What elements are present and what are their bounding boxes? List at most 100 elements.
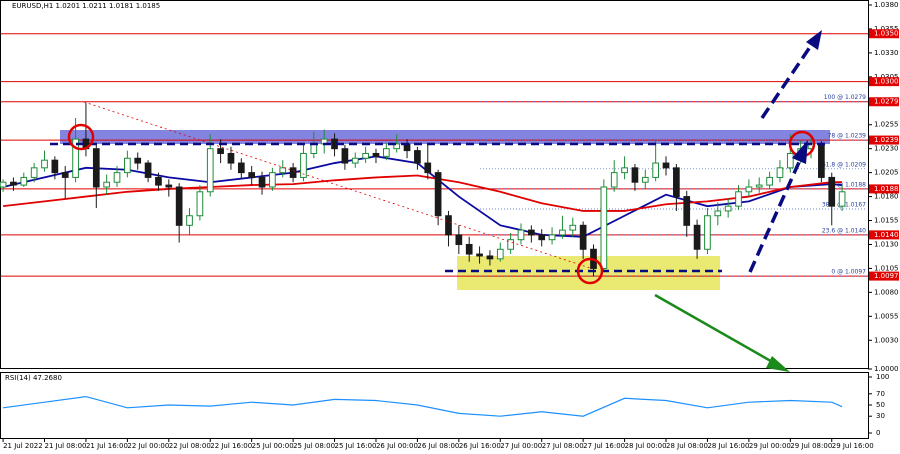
candle-body bbox=[828, 176, 836, 207]
arrow-up bbox=[760, 43, 814, 119]
y-tick-label: 1.0305 bbox=[874, 73, 899, 81]
candle-body bbox=[673, 167, 680, 198]
candle-body bbox=[424, 162, 432, 174]
candle-body bbox=[683, 196, 691, 226]
fib-label: 100 @ 1.0279 bbox=[824, 94, 866, 101]
x-tick-label: 26 Jul 08:00 bbox=[417, 442, 459, 450]
candle-body bbox=[465, 243, 473, 255]
candle-body bbox=[486, 255, 494, 260]
arrow-down bbox=[654, 293, 777, 366]
x-tick-label: 28 Jul 00:00 bbox=[625, 442, 667, 450]
candle-body bbox=[175, 186, 183, 226]
y-tick-label: 1.0230 bbox=[874, 145, 899, 153]
highlight-circle bbox=[67, 123, 95, 151]
candle-body bbox=[434, 172, 442, 217]
candle-body bbox=[134, 157, 142, 164]
x-tick-label: 25 Jul 00:00 bbox=[252, 442, 294, 450]
candle-body bbox=[838, 191, 846, 207]
x-tick-label: 25 Jul 08:00 bbox=[293, 442, 335, 450]
candle-body bbox=[227, 152, 235, 164]
rsi-tick-label: 100 bbox=[876, 373, 889, 381]
candle-body bbox=[393, 143, 401, 150]
x-tick-label: 22 Jul 00:00 bbox=[127, 442, 169, 450]
candle-body bbox=[362, 152, 369, 159]
candle-body bbox=[735, 191, 742, 207]
candle-body bbox=[206, 148, 214, 193]
candle-body bbox=[217, 148, 224, 154]
level-label: 1.0140 bbox=[874, 231, 899, 239]
candle-body bbox=[382, 148, 390, 157]
arrow-head bbox=[806, 30, 822, 50]
x-tick-label: 21 Jul 2022 bbox=[3, 442, 43, 450]
candle-body bbox=[610, 172, 618, 188]
candle-body bbox=[155, 176, 162, 186]
level-label-box bbox=[869, 29, 899, 39]
x-tick-label: 27 Jul 16:00 bbox=[583, 442, 625, 450]
candle-body bbox=[528, 229, 535, 236]
candle-body bbox=[414, 150, 421, 164]
candle-body bbox=[786, 152, 794, 169]
x-tick-label: 29 Jul 00:00 bbox=[749, 442, 791, 450]
candle-body bbox=[704, 215, 711, 250]
candle-body bbox=[10, 181, 17, 186]
candle-body bbox=[41, 159, 48, 169]
y-tick-label: 1.0080 bbox=[874, 288, 899, 296]
candle-body bbox=[186, 215, 193, 226]
candle-body bbox=[662, 162, 670, 169]
x-tick-label: 21 Jul 08:00 bbox=[45, 442, 87, 450]
level-label-box bbox=[869, 135, 899, 145]
x-tick-label: 28 Jul 16:00 bbox=[707, 442, 749, 450]
price-pane bbox=[0, 0, 869, 369]
y-tick-label: 1.0155 bbox=[874, 217, 899, 225]
candle-body bbox=[165, 184, 173, 188]
candle-body bbox=[351, 157, 359, 164]
fib-label: 0 @ 1.0097 bbox=[831, 269, 866, 276]
x-tick-label: 26 Jul 16:00 bbox=[459, 442, 501, 450]
x-tick-label: 27 Jul 00:00 bbox=[500, 442, 542, 450]
x-tick-label: 29 Jul 16:00 bbox=[832, 442, 874, 450]
level-label-box bbox=[869, 230, 899, 240]
candle-body bbox=[766, 176, 773, 186]
symbol-header: EURUSD,H1 1.0201 1.0211 1.0181 1.0185 bbox=[12, 2, 160, 10]
x-tick-label: 29 Jul 08:00 bbox=[790, 442, 832, 450]
candle-body bbox=[300, 152, 307, 178]
y-tick-label: 1.0255 bbox=[874, 121, 899, 129]
candle-body bbox=[0, 181, 7, 188]
y-tick-label: 1.0055 bbox=[874, 312, 899, 320]
fib-label: 78 @ 1.0239 bbox=[828, 133, 867, 140]
fib-label: 61.8 @ 1.0209 bbox=[822, 161, 866, 168]
y-tick-label: 1.0030 bbox=[874, 336, 899, 344]
candle-body bbox=[455, 234, 463, 245]
candle-body bbox=[569, 224, 577, 231]
candle-body bbox=[103, 181, 111, 188]
y-tick-label: 1.0000 bbox=[874, 365, 899, 373]
candle-body bbox=[724, 205, 732, 212]
x-tick-label: 25 Jul 16:00 bbox=[335, 442, 377, 450]
candle-body bbox=[51, 159, 59, 174]
candle-body bbox=[517, 229, 525, 241]
support-zone bbox=[457, 256, 720, 290]
candle-body bbox=[92, 148, 100, 188]
y-tick-label: 1.0355 bbox=[874, 25, 899, 33]
level-label-box bbox=[869, 184, 899, 194]
fib-label: 50 @ 1.0188 bbox=[828, 181, 867, 188]
candle-body bbox=[507, 239, 514, 250]
candle-body bbox=[279, 167, 287, 174]
level-label: 1.0239 bbox=[874, 136, 899, 144]
candle-body bbox=[579, 224, 587, 250]
candle-body bbox=[621, 167, 628, 174]
candle-body bbox=[144, 162, 152, 178]
candle-body bbox=[600, 186, 608, 269]
candle-body bbox=[269, 172, 276, 188]
level-label-box bbox=[869, 271, 899, 281]
y-tick-label: 1.0330 bbox=[874, 49, 899, 57]
x-tick-label: 26 Jul 00:00 bbox=[376, 442, 418, 450]
candle-body bbox=[248, 172, 256, 178]
level-label-box bbox=[869, 97, 899, 107]
fib-label: 23.6 @ 1.0140 bbox=[822, 227, 866, 234]
y-tick-label: 1.0380 bbox=[874, 1, 899, 9]
candle-body bbox=[196, 191, 204, 217]
candle-body bbox=[341, 148, 349, 164]
